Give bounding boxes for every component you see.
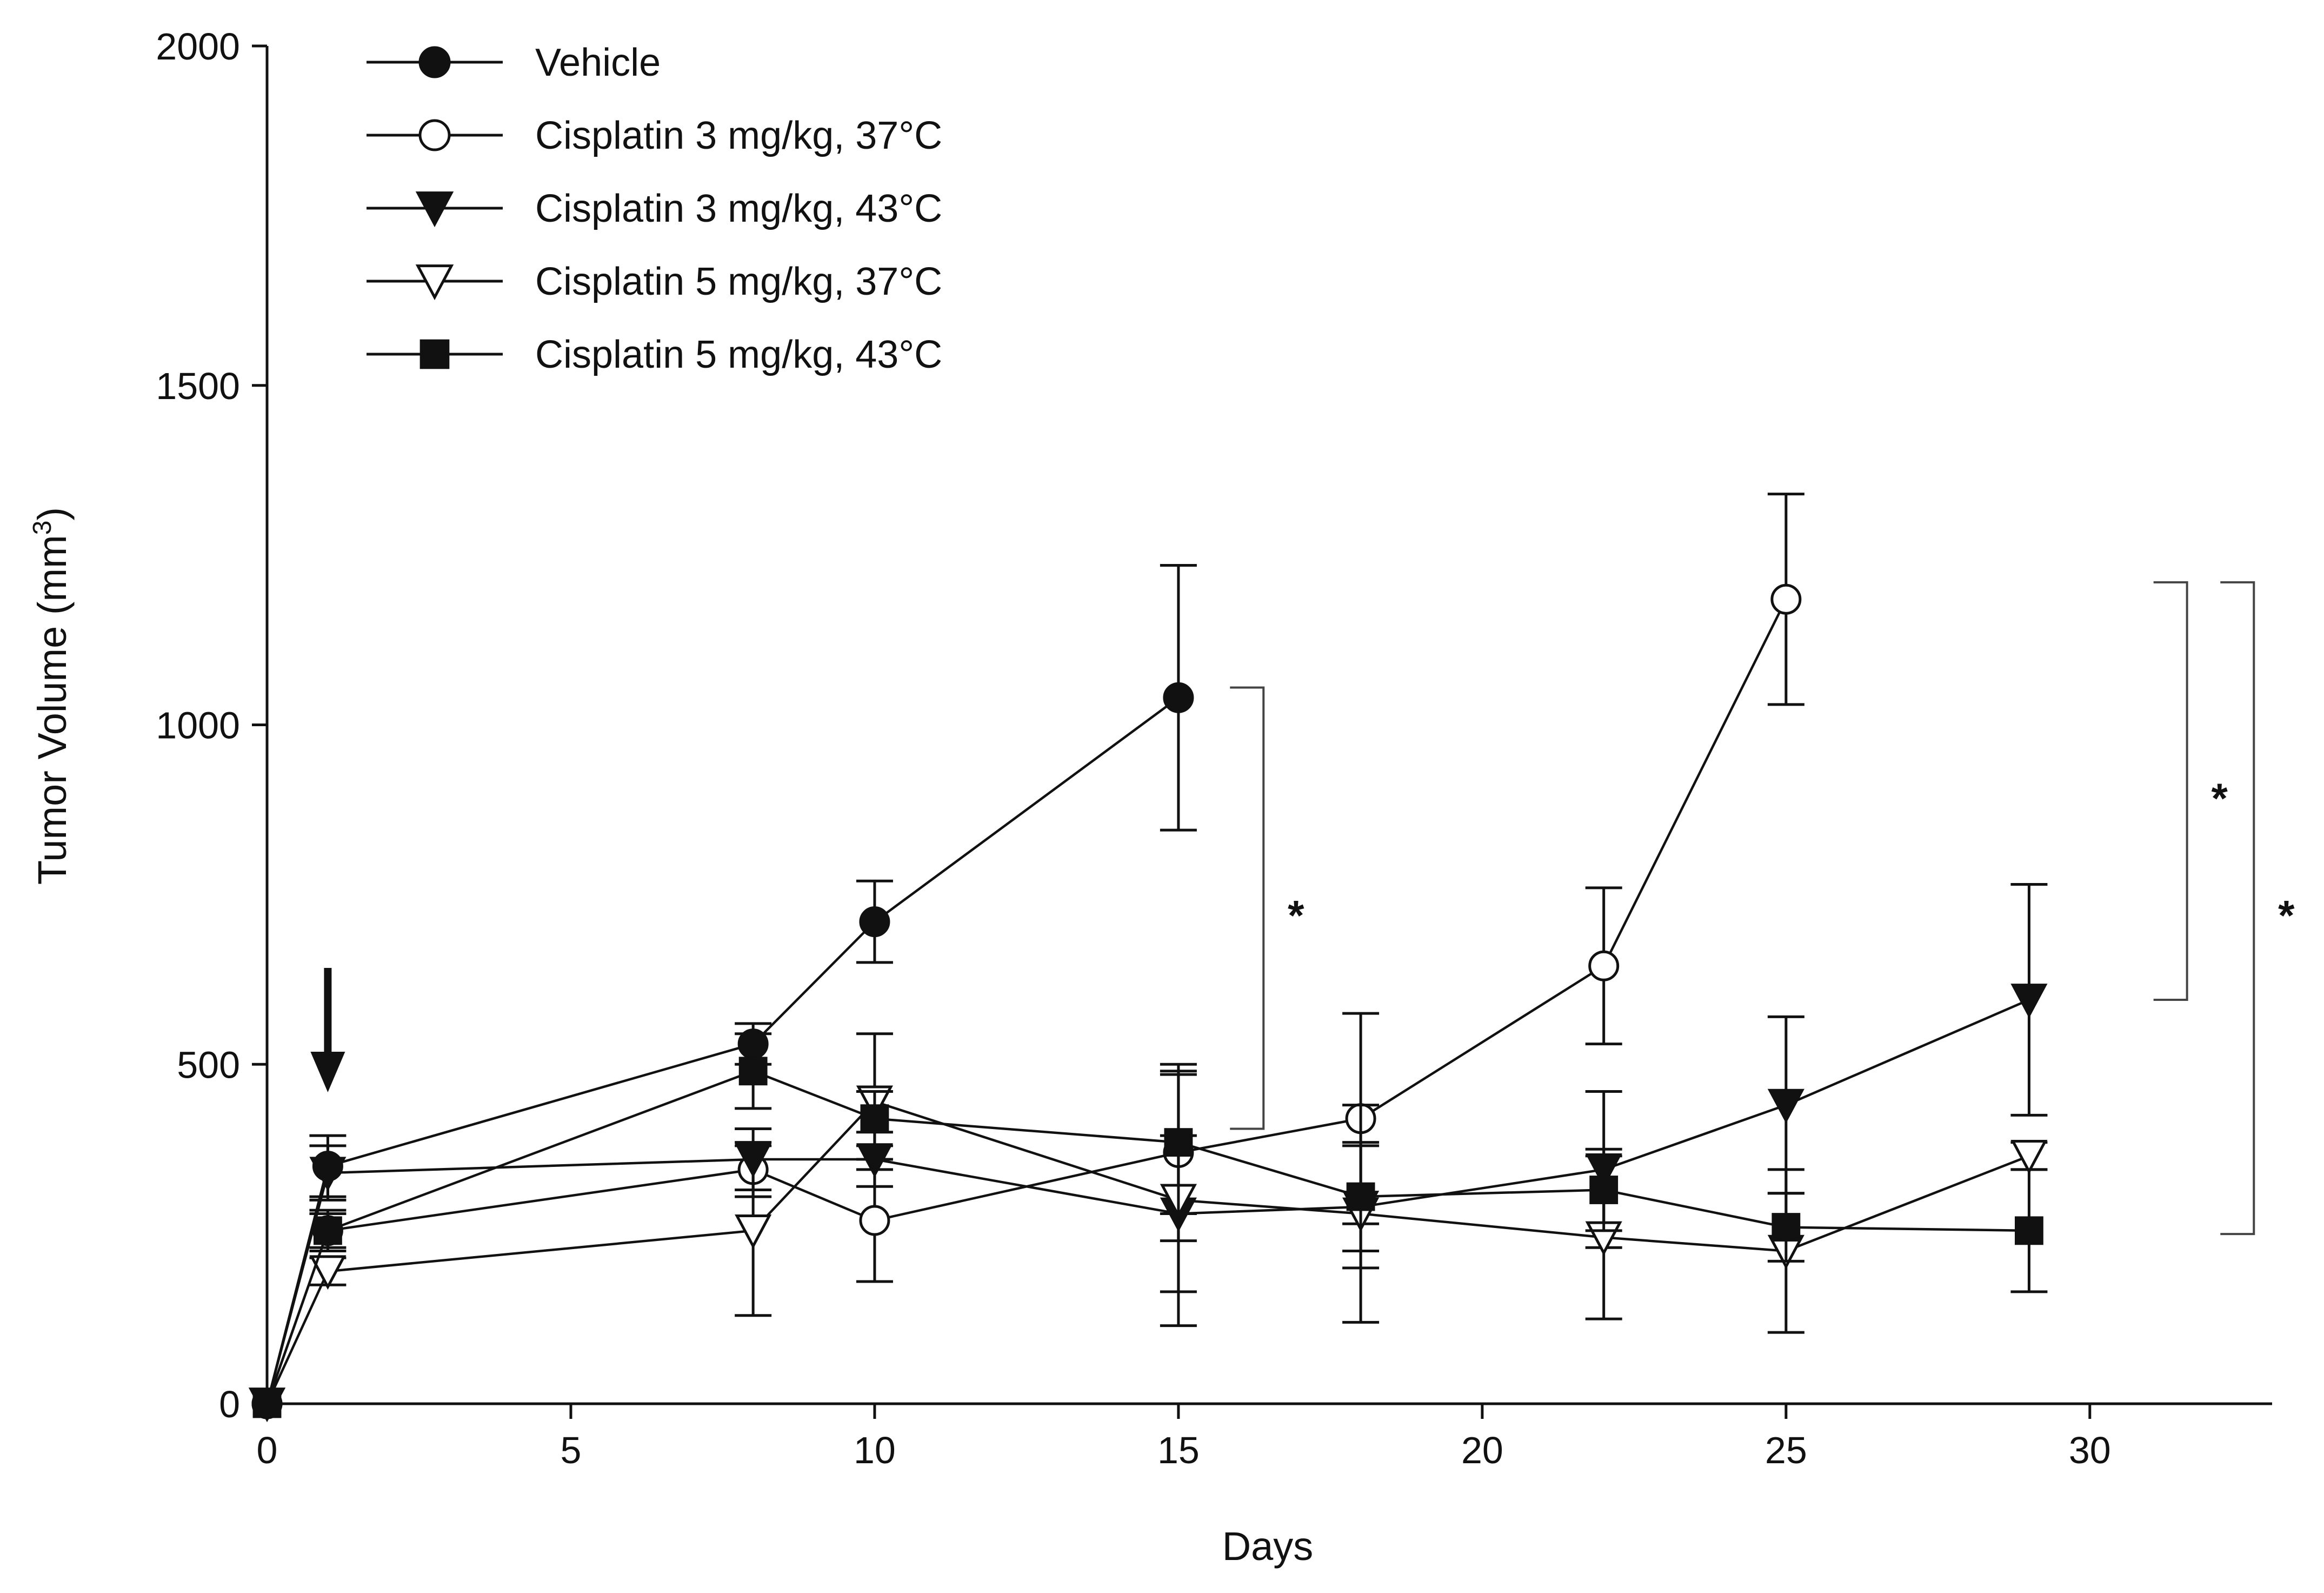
series-line [265,1100,2030,1404]
x-tick-label: 5 [561,1429,582,1471]
legend-label: Cisplatin 3 mg/kg, 37°C [535,114,942,157]
legend-marker [418,119,451,151]
data-point [1346,1182,1375,1211]
significance-star: * [2278,891,2295,939]
legend-marker [418,46,451,78]
series-2 [248,883,2048,1422]
significance-star: * [1288,891,1304,939]
y-axis-label: Tumor Volume (mm3) [28,507,75,885]
x-tick-label: 0 [257,1429,278,1471]
significance-bracket-1: * [2153,581,2228,1001]
data-point [309,1157,347,1192]
x-tick-label: 25 [1765,1429,1807,1471]
y-axis-label-superscript: 3 [28,521,57,535]
significance-layer: * * * [1230,581,2295,1236]
y-tick-label: 1000 [156,705,240,747]
bracket-line [2220,581,2255,1236]
data-point [1767,1088,1804,1124]
series-layer [248,493,2048,1422]
legend-marker [415,264,454,301]
data-point [1770,583,1802,615]
data-point [2010,984,2048,1018]
data-point [1588,950,1620,981]
x-axis-label: Days [1222,1524,1314,1569]
legend-item-4: Cisplatin 5 mg/kg, 43°C [367,333,942,376]
bracket-line [1230,686,1265,1130]
y-axis-label-close: ) [30,507,75,521]
legend-item-1: Cisplatin 3 mg/kg, 37°C [367,114,942,157]
legend-item-2: Cisplatin 3 mg/kg, 43°C [367,187,942,230]
y-tick-label: 2000 [156,25,240,68]
legend-label: Cisplatin 3 mg/kg, 43°C [535,187,942,230]
series-line [265,599,1787,1404]
legend-label: Cisplatin 5 mg/kg, 43°C [535,333,942,376]
significance-bracket-2: * [2220,581,2295,1236]
data-point [1164,1128,1193,1157]
y-axis-label-main: Tumor Volume (mm [30,535,75,885]
bracket-line [2153,581,2188,1001]
data-point [738,1057,768,1086]
x-tick-label: 20 [1461,1429,1503,1471]
series-4 [252,1032,2048,1418]
legend-label: Vehicle [535,41,661,84]
data-point [2010,1139,2048,1174]
legend-item-3: Cisplatin 5 mg/kg, 37°C [367,260,942,303]
data-point [735,1214,772,1249]
data-point [860,1104,889,1133]
y-tick-label: 500 [177,1044,240,1086]
series-0 [251,563,1197,1419]
series-1 [251,493,1804,1419]
y-tick-label: 1500 [156,365,240,407]
y-tick-label: 0 [219,1383,240,1425]
legend: Vehicle Cisplatin 3 mg/kg, 37°C Cisplatin … [367,41,942,376]
series-line [265,1070,2029,1404]
data-point [252,1389,282,1418]
legend-item-0: Vehicle [367,41,661,84]
treatment-arrow-head [310,1052,345,1092]
legend-marker [415,191,454,228]
significance-bracket-0: * [1230,686,1304,1130]
legend-label: Cisplatin 5 mg/kg, 37°C [535,260,942,303]
series-line [265,696,1180,1404]
legend-marker [419,339,450,369]
significance-star: * [2211,774,2228,822]
data-point [859,906,890,938]
data-point [1772,1213,1801,1242]
data-point [313,1216,342,1245]
x-tick-label: 30 [2069,1429,2111,1471]
data-point [1163,682,1194,713]
x-tick-label: 10 [854,1429,896,1471]
data-point [309,1255,347,1290]
axes-layer: 0 5 10 15 20 25 30 0 500 1000 1500 2000 [156,25,2272,1471]
data-point [1589,1176,1619,1204]
data-point [2015,1216,2043,1245]
data-point [859,1205,890,1236]
x-tick-label: 15 [1157,1429,1200,1471]
